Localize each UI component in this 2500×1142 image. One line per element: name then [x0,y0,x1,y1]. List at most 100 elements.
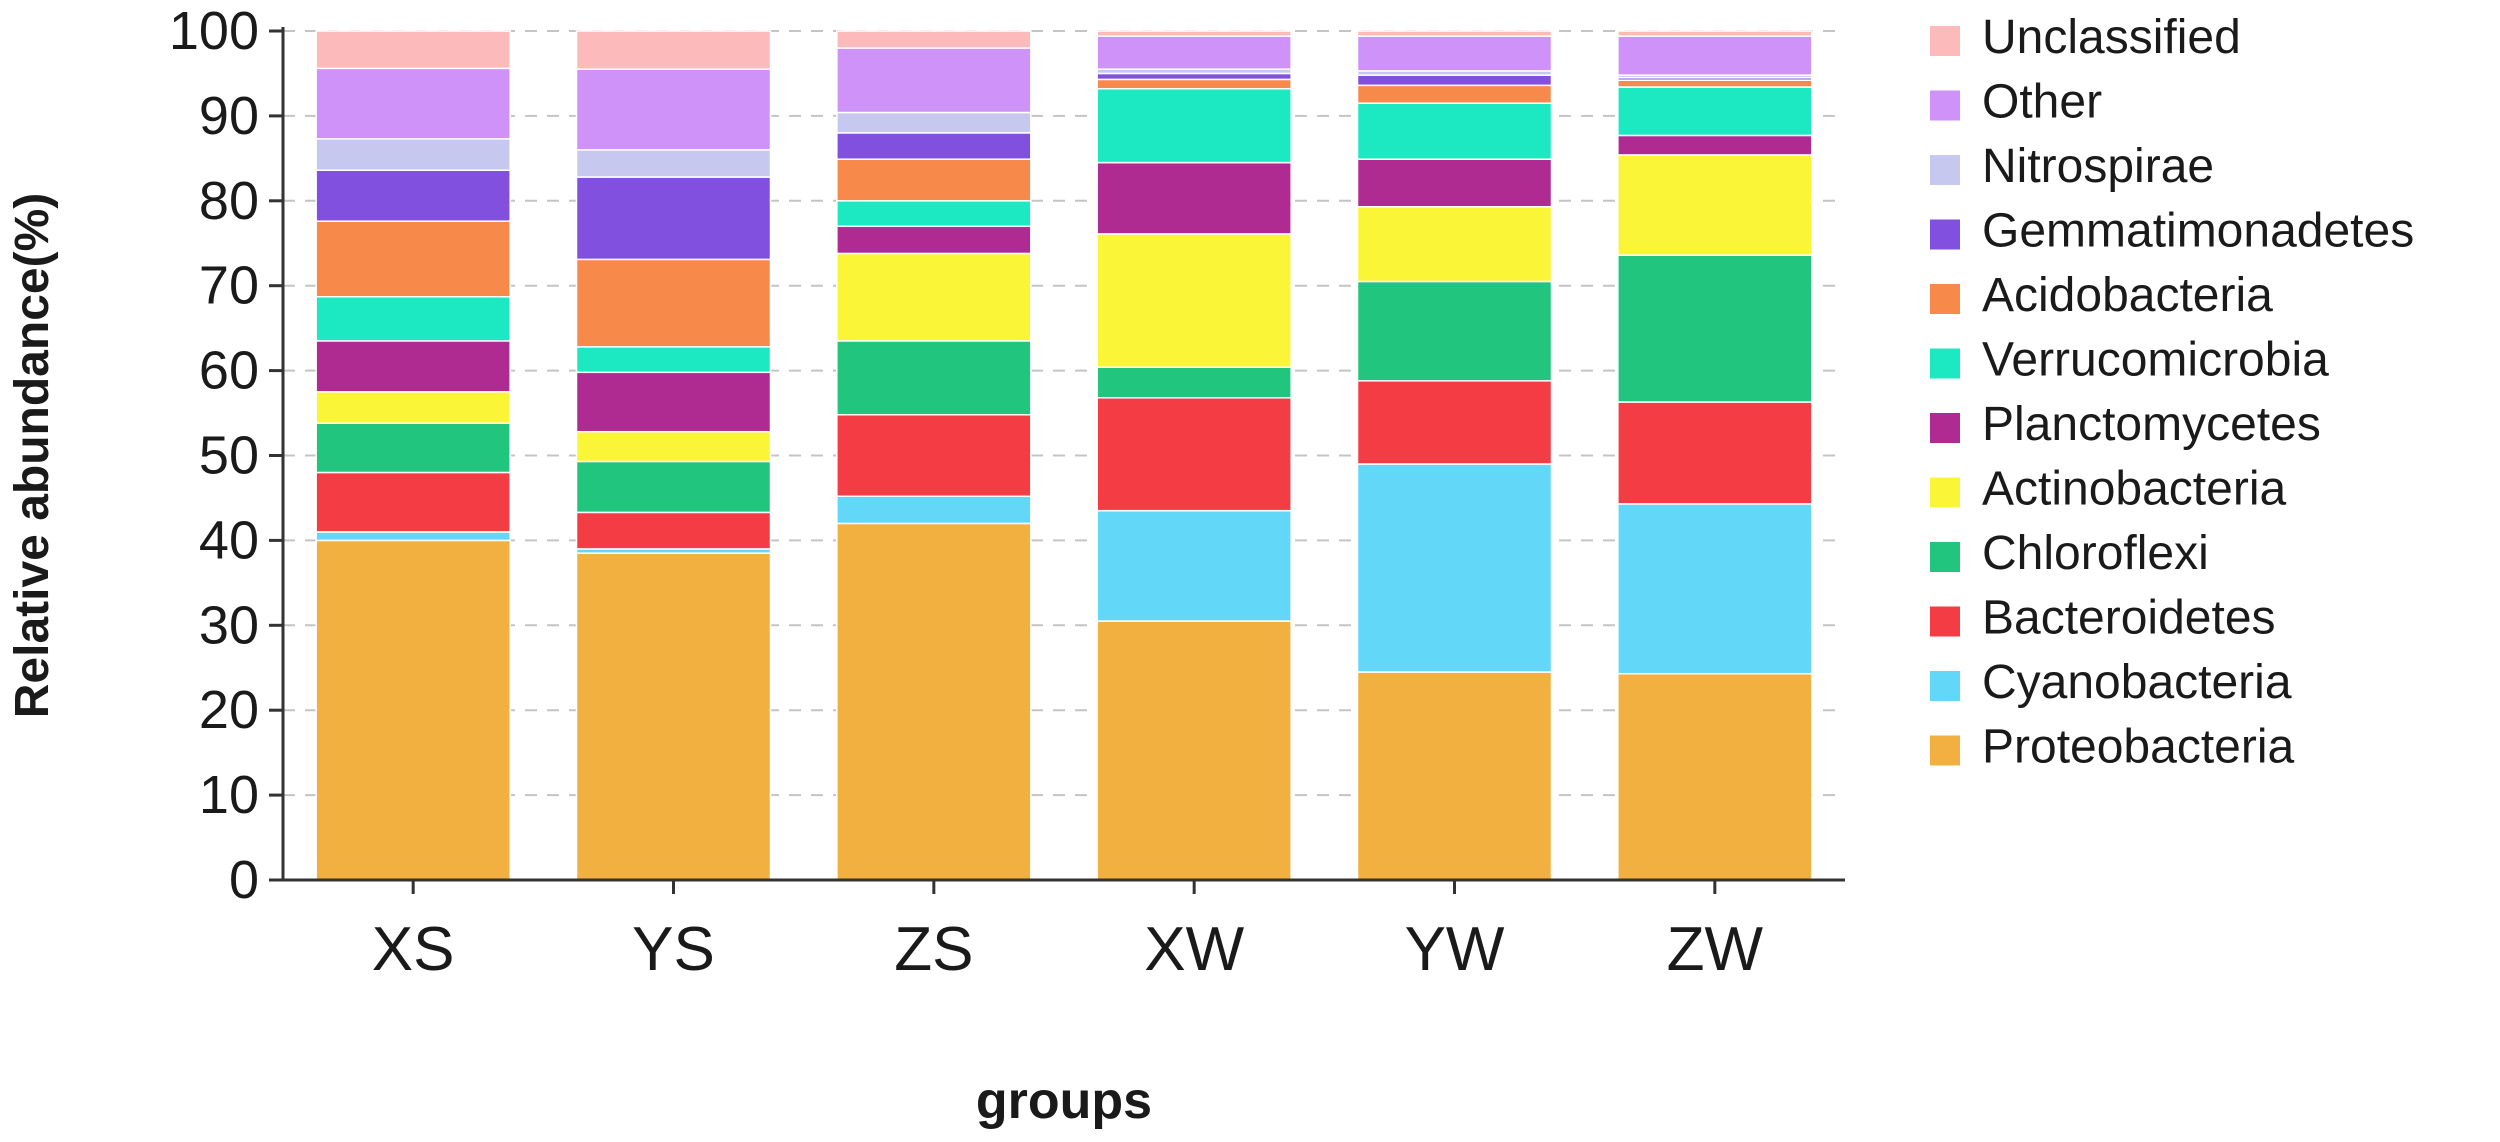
legend-item-actinobacteria: Actinobacteria [1930,463,2286,516]
bar-segment-xs-gemmatimonadetes [315,169,511,222]
bar-segment-xs-acidobacteria [315,220,511,298]
bar-segment-yw-bacteroidetes [1356,380,1553,465]
legend-item-nitrospirae: Nitrospirae [1930,140,2214,193]
y-axis-title: Relative abundance(%) [6,193,59,718]
bar-segment-zw-other [1617,35,1813,76]
bar-segment-yw-cyanobacteria [1356,463,1553,673]
bar-segment-zs-chloroflexi [836,340,1032,416]
gridlines [283,30,1845,797]
legend-swatch-nitrospirae [1930,155,1960,185]
legend-swatch-actinobacteria [1930,477,1960,508]
bar-segment-zw-acidobacteria [1617,79,1813,88]
bar-segment-zs-planctomycetes [836,225,1032,255]
bar-segment-xw-other [1096,35,1292,70]
legend-item-acidobacteria: Acidobacteria [1930,269,2273,322]
bar-segment-xw-cyanobacteria [1096,509,1292,622]
legend-swatch-proteobacteria [1930,735,1960,766]
bar-segment-zs-gemmatimonadetes [836,132,1032,160]
y-tick-label-40: 40 [199,510,259,570]
x-tick-label-yw: YW [1405,915,1505,984]
bar-segment-xw-unclassified [1096,30,1292,37]
bar-segment-zw-cyanobacteria [1617,503,1813,675]
legend-swatch-gemmatimonadetes [1930,219,1960,250]
bar-segment-ys-nitrospirae [575,149,772,178]
y-tick-label-80: 80 [199,171,259,231]
bar-segment-zw-actinobacteria [1617,154,1813,256]
legend-label-actinobacteria: Actinobacteria [1982,463,2286,516]
bar-segment-xw-proteobacteria [1096,620,1292,881]
bar-segment-xs-bacteroidetes [315,471,511,533]
bar-segment-ys-planctomycetes [575,371,772,433]
bar-segment-ys-acidobacteria [575,258,772,348]
bar-segment-xs-planctomycetes [315,340,511,393]
legend-item-planctomycetes: Planctomycetes [1930,398,2321,451]
legend-item-cyanobacteria: Cyanobacteria [1930,656,2292,709]
legend-item-unclassified: Unclassified [1930,11,2241,64]
legend-swatch-unclassified [1930,26,1960,56]
bar-segment-zs-verrucomicrobia [836,200,1032,228]
bar-segment-zw-verrucomicrobia [1617,86,1813,137]
bar-segment-yw-verrucomicrobia [1356,102,1553,160]
x-tick-label-xs: XS [372,915,455,984]
legend-label-nitrospirae: Nitrospirae [1982,140,2214,193]
legend-label-other: Other [1982,76,2102,129]
bar-segment-zs-nitrospirae [836,111,1032,134]
y-tick-label-100: 100 [169,1,259,61]
bar-segment-zs-actinobacteria [836,252,1032,342]
bar-segment-yw-other [1356,35,1553,72]
bar-segment-zs-unclassified [836,30,1032,49]
bar-segment-zw-unclassified [1617,30,1813,37]
bar-segment-zs-cyanobacteria [836,495,1032,525]
legend-label-proteobacteria: Proteobacteria [1982,721,2294,774]
x-tick-label-ys: YS [632,915,715,984]
bar-segment-yw-proteobacteria [1356,671,1553,881]
bar-segment-ys-proteobacteria [575,552,772,881]
legend-item-proteobacteria: Proteobacteria [1930,721,2294,774]
bar-segment-xs-verrucomicrobia [315,295,511,342]
legend-swatch-planctomycetes [1930,413,1960,443]
legend: Unclassified Other Nitrospirae Gemmatimonad… [1930,11,2414,774]
bar-segment-ys-gemmatimonadetes [575,176,772,261]
y-tick-label-70: 70 [199,256,259,316]
bar-segment-xs-unclassified [315,30,511,70]
x-tick-labels: XS YS ZS XW YW ZW [372,880,1764,984]
bar-segment-xw-planctomycetes [1096,161,1292,235]
bar-segment-zs-other [836,47,1032,114]
legend-item-bacteroidetes: Bacteroidetes [1930,592,2276,645]
bar-segment-yw-acidobacteria [1356,84,1553,104]
bars [315,30,1813,881]
legend-item-chloroflexi: Chloroflexi [1930,527,2209,580]
bar-segment-ys-actinobacteria [575,430,772,463]
bar-segment-yw-planctomycetes [1356,158,1553,208]
y-tick-label-10: 10 [199,765,259,825]
legend-label-acidobacteria: Acidobacteria [1982,269,2273,322]
x-tick-label-xw: XW [1144,915,1244,984]
bar-segment-yw-chloroflexi [1356,280,1553,382]
bar-segment-zw-planctomycetes [1617,134,1813,156]
y-tick-label-20: 20 [199,680,259,740]
legend-swatch-bacteroidetes [1930,606,1960,637]
bar-segment-xw-gemmatimonadetes [1096,72,1292,81]
y-tick-labels: 0 10 20 30 40 50 60 70 80 90 100 [169,1,283,910]
legend-item-verrucomicrobia: Verrucomicrobia [1930,334,2329,387]
bar-segment-xs-chloroflexi [315,422,511,474]
bar-segment-ys-verrucomicrobia [575,346,772,374]
x-tick-label-zs: ZS [894,915,973,984]
bar-segment-ys-bacteroidetes [575,511,772,550]
legend-label-planctomycetes: Planctomycetes [1982,398,2321,451]
bar-segment-zw-bacteroidetes [1617,401,1813,505]
legend-swatch-chloroflexi [1930,542,1960,572]
legend-item-other: Other [1930,76,2102,129]
x-tick-label-zw: ZW [1667,915,1764,984]
bar-segment-zs-bacteroidetes [836,413,1032,498]
x-axis-title: groups [976,1072,1152,1130]
legend-swatch-acidobacteria [1930,284,1960,314]
axes [281,27,1845,882]
y-tick-label-50: 50 [199,426,259,486]
bar-segment-xw-bacteroidetes [1096,397,1292,512]
bar-segment-yw-actinobacteria [1356,205,1553,283]
bar-segment-yw-unclassified [1356,30,1553,37]
bar-segment-zw-chloroflexi [1617,254,1813,403]
bar-segment-zs-acidobacteria [836,158,1032,202]
